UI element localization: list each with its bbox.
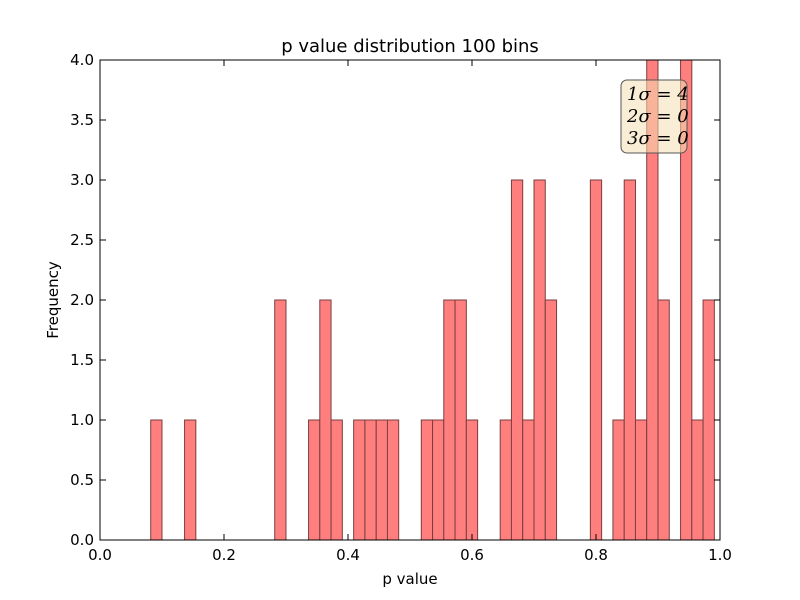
- y-tick-label: 1.0: [70, 411, 94, 429]
- y-tick-label: 2.0: [70, 291, 94, 309]
- histogram-bar: [612, 419, 625, 541]
- y-tick-label: 0.0: [70, 531, 94, 549]
- y-tick-label: 1.5: [70, 351, 94, 369]
- histogram-bar: [657, 299, 670, 541]
- histogram-bar: [454, 299, 467, 541]
- x-axis-label: p value: [382, 570, 437, 588]
- y-tick-label: 0.5: [70, 471, 94, 489]
- sigma-annotation: 1σ = 4 2σ = 0 3σ = 0: [620, 79, 689, 154]
- histogram-bar: [533, 179, 546, 541]
- y-axis-label: Frequency: [44, 261, 62, 339]
- histogram-bar: [510, 179, 524, 541]
- annotation-line-3: 3σ = 0: [627, 128, 689, 149]
- histogram-bar: [274, 299, 287, 541]
- x-tick-label: 0.6: [460, 546, 484, 564]
- y-tick-label: 3.0: [70, 171, 94, 189]
- histogram-bar: [522, 419, 535, 541]
- x-tick-label: 0.8: [584, 546, 608, 564]
- histogram-bar: [623, 179, 636, 541]
- histogram-bar: [386, 419, 400, 541]
- y-tick-label: 3.5: [70, 111, 94, 129]
- y-tick-label: 2.5: [70, 231, 94, 249]
- histogram-bar: [308, 419, 321, 541]
- histogram-bar: [184, 419, 197, 541]
- histogram-bar: [330, 419, 343, 541]
- histogram-bar: [150, 419, 163, 541]
- chart-title: p value distribution 100 bins: [281, 36, 539, 57]
- histogram-bar: [691, 419, 704, 541]
- histogram-bar: [634, 419, 648, 541]
- x-tick-label: 0.4: [336, 546, 360, 564]
- y-tick-label: 4.0: [70, 51, 94, 69]
- histogram-bar: [499, 419, 512, 541]
- histogram-bar: [364, 419, 377, 541]
- histogram-bar: [465, 419, 479, 541]
- x-tick-label: 1.0: [708, 546, 732, 564]
- histogram-bar: [319, 299, 332, 541]
- ticks-group: 0.0 0.2 0.4 0.6 0.8 1.0 0.0 0.5 1.0 1.5 2.0 2.5 3.0 3…: [70, 51, 732, 564]
- histogram-bar: [375, 419, 388, 541]
- histogram-bar: [443, 299, 456, 541]
- annotation-line-2: 2σ = 0: [626, 106, 689, 127]
- histogram-bar: [432, 419, 445, 541]
- histogram-bar: [544, 299, 558, 541]
- histogram-bar: [420, 419, 434, 541]
- x-tick-label: 0.2: [212, 546, 236, 564]
- annotation-box: [620, 79, 688, 154]
- histogram-bar: [589, 179, 603, 541]
- histogram-bar: [353, 419, 366, 541]
- histogram-bar: [702, 299, 715, 541]
- x-tick-label: 0.0: [88, 546, 112, 564]
- annotation-line-1: 1σ = 4: [627, 84, 689, 105]
